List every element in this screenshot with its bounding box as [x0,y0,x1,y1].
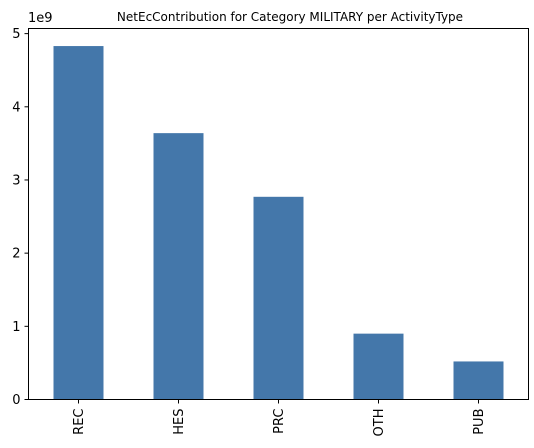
chart-title: NetEcContribution for Category MILITARY … [117,10,463,24]
bar-oth [353,333,404,400]
bar-hes [153,133,204,400]
y-tick-label: 4 [12,100,20,115]
y-tick-label: 3 [12,173,20,188]
bar-rec [53,46,104,400]
x-axis-ticks: REC HES PRC OTH PUB [72,399,487,437]
bar-pub [453,361,504,400]
x-tick-label-hes: HES [172,409,187,435]
x-tick-label-rec: REC [72,409,87,435]
y-tick-label: 2 [12,247,20,262]
bars-layer [53,46,504,400]
y-tick-label: 0 [12,393,20,408]
bar-prc [253,196,304,400]
y-axis-ticks: 0 1 2 3 4 5 [12,27,29,408]
y-tick-label: 5 [12,27,20,42]
y-tick-label: 1 [12,320,20,335]
y-axis-offset-label: 1e9 [28,11,53,26]
x-tick-label-pub: PUB [472,409,487,435]
x-tick-label-oth: OTH [372,409,387,437]
x-tick-label-prc: PRC [272,409,287,434]
